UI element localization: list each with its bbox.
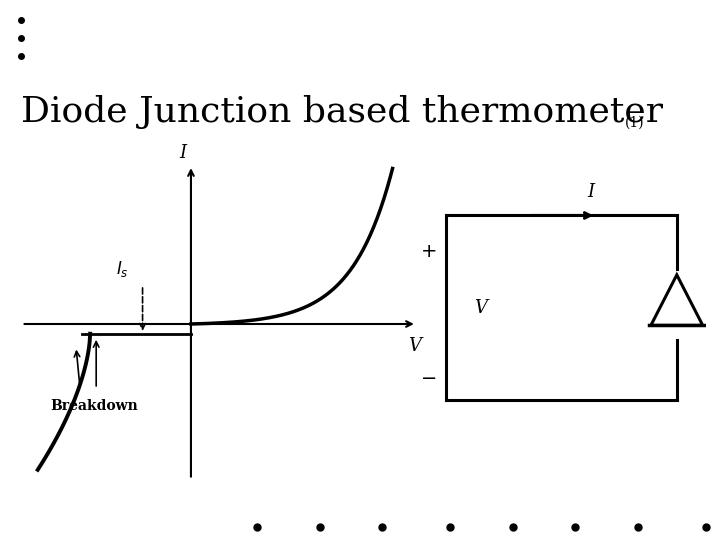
Text: +: + (421, 241, 437, 261)
Text: Breakdown: Breakdown (50, 399, 138, 413)
Text: I: I (587, 183, 594, 200)
Text: $I_s$: $I_s$ (116, 259, 129, 279)
Text: V: V (474, 299, 487, 316)
Text: −: − (421, 369, 437, 388)
Text: (1): (1) (625, 116, 644, 130)
Text: I: I (179, 144, 186, 162)
Text: V: V (408, 337, 420, 355)
Text: Diode Junction based thermometer: Diode Junction based thermometer (21, 95, 663, 129)
